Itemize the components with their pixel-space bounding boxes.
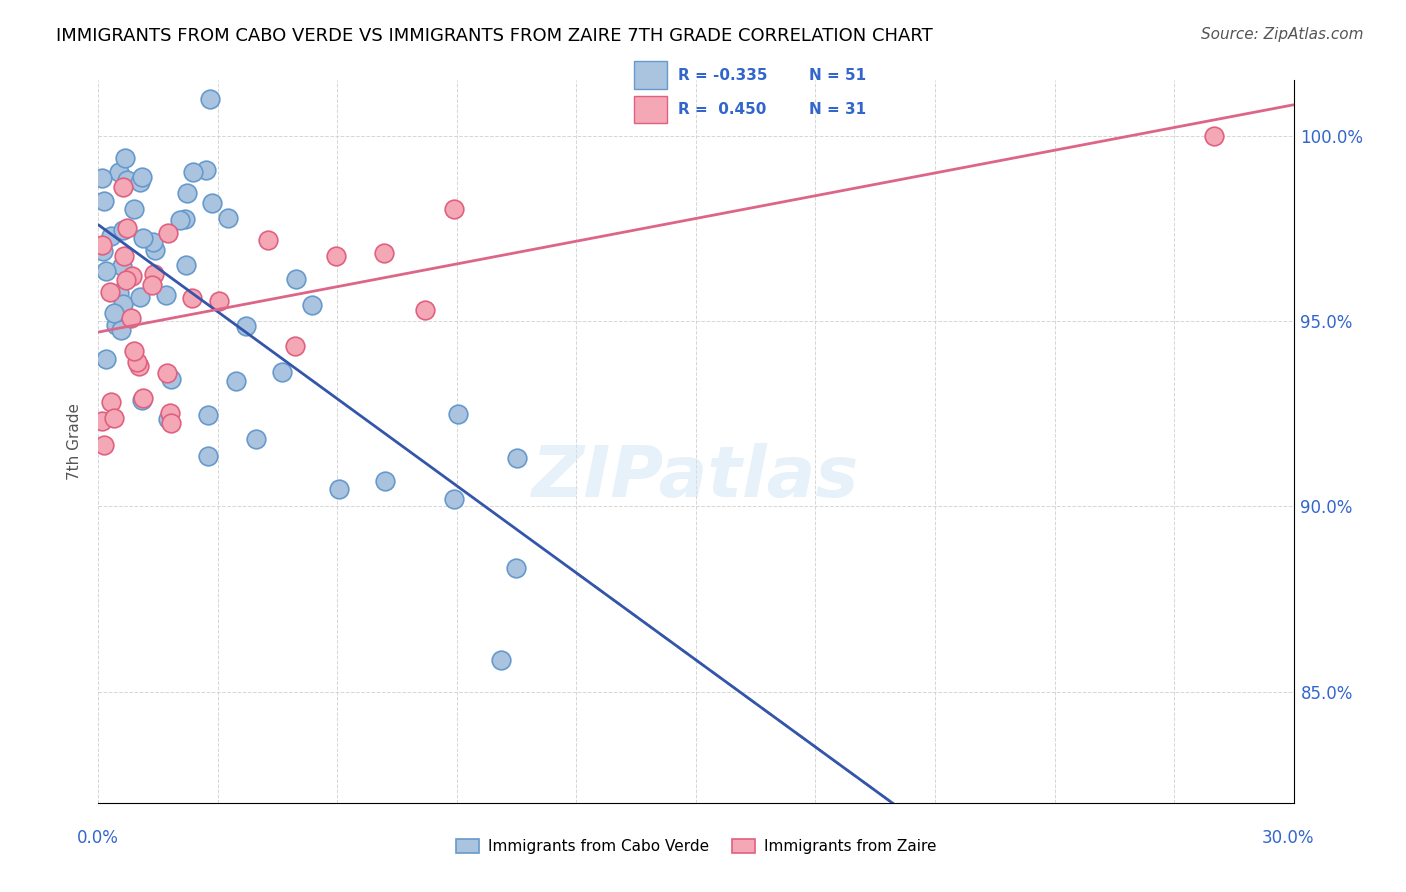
Text: 30.0%: 30.0% (1263, 829, 1315, 847)
Point (197, 450, 219, 464)
Text: Source: ZipAtlas.com: Source: ZipAtlas.com (1201, 27, 1364, 42)
Point (100, 228, 122, 243)
Point (505, 560, 527, 574)
Point (91, 238, 114, 252)
Point (93, 194, 115, 209)
Point (443, 491, 465, 506)
Point (107, 286, 129, 301)
Point (111, 223, 134, 237)
Point (103, 410, 125, 425)
Point (132, 231, 155, 245)
Point (169, 213, 191, 227)
Point (217, 211, 239, 225)
Point (143, 243, 166, 257)
Point (128, 175, 150, 189)
Point (443, 202, 465, 216)
Point (107, 165, 129, 179)
Point (160, 372, 183, 386)
Point (200, 92, 222, 106)
Point (159, 406, 181, 420)
Text: R = -0.335: R = -0.335 (678, 68, 768, 83)
Point (111, 297, 134, 311)
Point (1202, 128, 1225, 143)
Text: IMMIGRANTS FROM CABO VERDE VS IMMIGRANTS FROM ZAIRE 7TH GRADE CORRELATION CHART: IMMIGRANTS FROM CABO VERDE VS IMMIGRANTS… (56, 27, 934, 45)
Point (117, 221, 139, 235)
Point (176, 186, 198, 200)
Point (91, 414, 114, 428)
Point (491, 653, 513, 667)
Point (141, 278, 163, 293)
Text: N = 31: N = 31 (810, 102, 866, 117)
Point (115, 173, 138, 187)
Point (127, 355, 149, 369)
Point (284, 338, 307, 352)
Point (91, 170, 114, 185)
Point (155, 288, 177, 302)
Point (112, 179, 135, 194)
Point (112, 249, 135, 263)
Point (160, 416, 183, 430)
Point (235, 318, 257, 333)
Point (506, 450, 529, 465)
Point (142, 235, 165, 249)
Point (142, 267, 165, 281)
Point (325, 249, 347, 263)
Point (156, 366, 179, 380)
Point (200, 196, 222, 211)
Point (111, 259, 134, 273)
Point (197, 408, 219, 422)
Point (121, 268, 143, 283)
Point (181, 165, 204, 179)
Bar (634, 62, 666, 89)
Point (114, 151, 136, 165)
Legend: Immigrants from Cabo Verde, Immigrants from Zaire: Immigrants from Cabo Verde, Immigrants f… (450, 833, 942, 860)
Point (98, 285, 121, 299)
Point (96, 264, 118, 278)
Text: R =  0.450: R = 0.450 (678, 102, 766, 117)
Point (105, 318, 128, 332)
Point (131, 170, 153, 185)
Point (100, 395, 122, 409)
Point (328, 482, 350, 496)
Text: ZIPatlas: ZIPatlas (533, 443, 859, 512)
Point (131, 393, 153, 408)
Point (110, 323, 132, 337)
Bar (634, 95, 666, 123)
Point (374, 475, 396, 489)
Text: N = 51: N = 51 (810, 68, 866, 83)
Point (447, 408, 470, 422)
Point (373, 246, 395, 260)
Point (122, 344, 145, 359)
Point (245, 432, 267, 446)
Point (122, 202, 145, 216)
Y-axis label: 7th Grade: 7th Grade (67, 403, 83, 480)
Point (284, 272, 307, 286)
Point (173, 212, 195, 227)
Point (156, 411, 179, 425)
Point (208, 294, 231, 309)
Point (132, 391, 155, 405)
Point (114, 273, 136, 287)
Point (120, 311, 142, 326)
Point (225, 374, 247, 388)
Point (257, 233, 280, 247)
Point (93, 438, 115, 452)
Point (413, 302, 436, 317)
Point (94, 351, 117, 366)
Point (174, 258, 197, 272)
Point (194, 162, 217, 177)
Point (181, 291, 204, 305)
Point (91, 244, 114, 259)
Text: 0.0%: 0.0% (77, 829, 120, 847)
Point (301, 297, 323, 311)
Point (103, 306, 125, 320)
Point (128, 359, 150, 373)
Point (156, 226, 179, 240)
Point (271, 365, 294, 379)
Point (128, 290, 150, 304)
